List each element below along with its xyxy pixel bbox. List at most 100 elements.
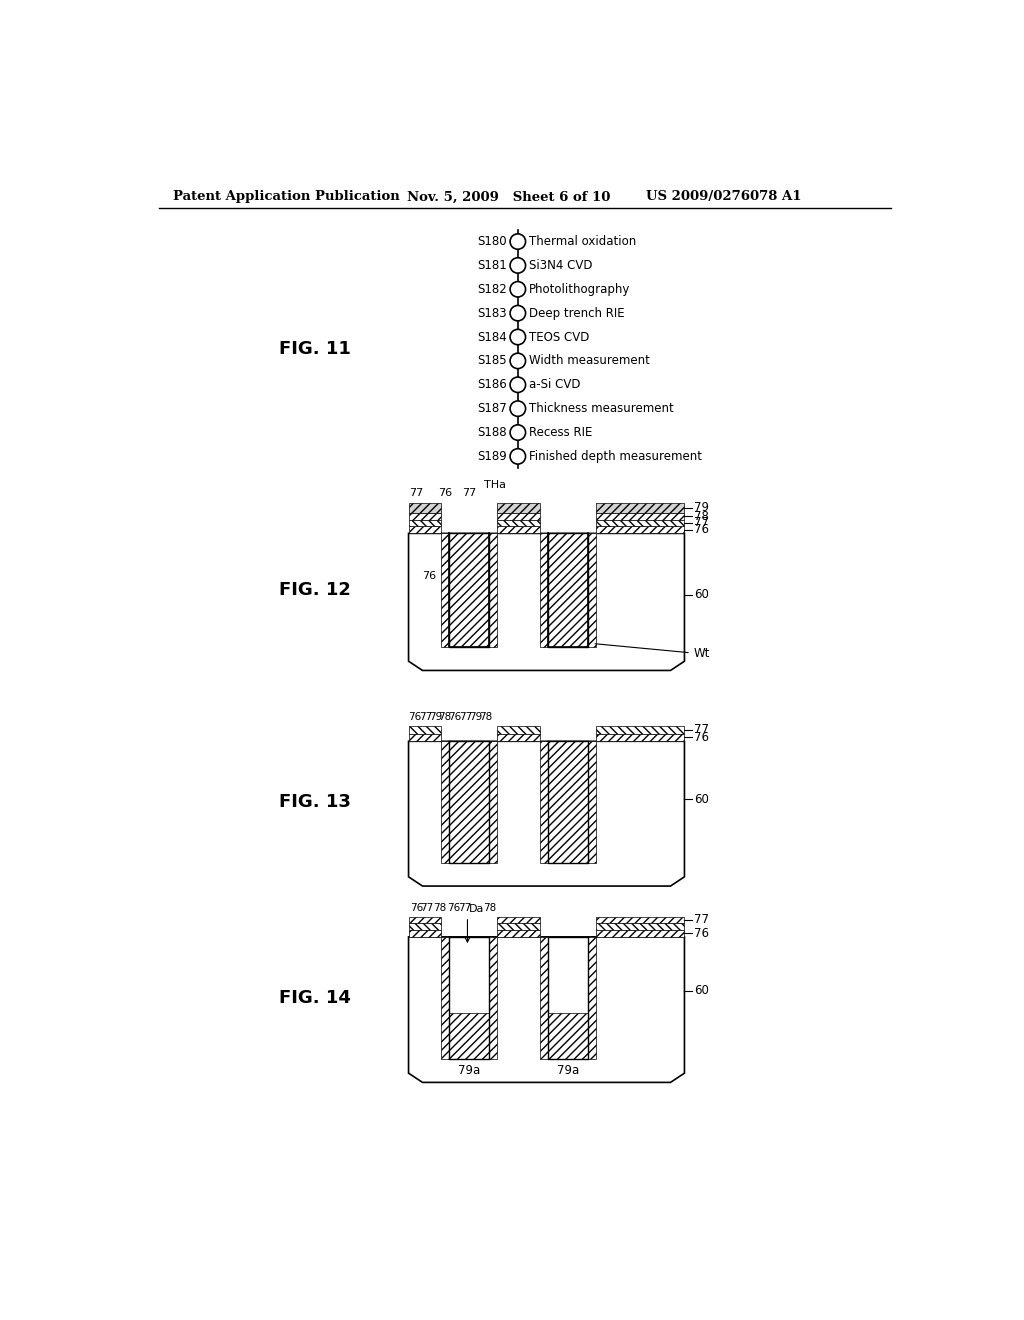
Text: 76: 76 [693, 927, 709, 940]
Bar [596, 917, 684, 923]
Bar [409, 513, 441, 520]
Bar [497, 527, 541, 533]
Bar [596, 923, 684, 929]
Circle shape [510, 449, 525, 465]
Text: Nov. 5, 2009   Sheet 6 of 10: Nov. 5, 2009 Sheet 6 of 10 [407, 190, 610, 203]
Bar [589, 742, 596, 863]
Text: 77: 77 [458, 903, 471, 913]
Text: Photolithography: Photolithography [528, 282, 630, 296]
Bar [497, 503, 541, 513]
Text: 79: 79 [469, 711, 482, 722]
Circle shape [510, 281, 525, 297]
Circle shape [510, 305, 525, 321]
Text: 79: 79 [693, 502, 709, 515]
Bar [548, 1014, 589, 1059]
Text: S188: S188 [477, 426, 507, 440]
Text: 60: 60 [693, 589, 709, 602]
Text: 76: 76 [449, 711, 462, 722]
Text: Da: Da [469, 904, 484, 913]
Circle shape [510, 257, 525, 273]
Bar [548, 742, 589, 863]
Text: 76: 76 [693, 731, 709, 744]
Text: S184: S184 [477, 330, 507, 343]
Bar [449, 533, 489, 647]
Bar [449, 533, 489, 647]
Text: S180: S180 [477, 235, 507, 248]
Text: 76: 76 [693, 523, 709, 536]
Bar [409, 917, 441, 923]
Text: 79a: 79a [458, 1064, 480, 1077]
Bar [548, 937, 589, 1059]
Text: 76: 76 [446, 903, 460, 913]
Text: 79a: 79a [557, 1064, 580, 1077]
Bar [497, 734, 541, 742]
Bar [541, 937, 548, 1059]
Polygon shape [409, 742, 684, 886]
Polygon shape [409, 533, 684, 671]
Bar [449, 937, 489, 1059]
Text: 79: 79 [429, 711, 442, 722]
Text: 77: 77 [460, 711, 472, 722]
Bar [449, 1014, 489, 1059]
Circle shape [510, 378, 525, 392]
Text: S189: S189 [477, 450, 507, 463]
Bar [441, 742, 449, 863]
Polygon shape [409, 937, 684, 1082]
Bar [409, 923, 441, 929]
Text: FIG. 14: FIG. 14 [280, 989, 351, 1007]
Bar [441, 533, 449, 647]
Bar [409, 520, 441, 527]
Bar [409, 929, 441, 937]
Bar [497, 513, 541, 520]
Bar [497, 520, 541, 527]
Bar [589, 937, 596, 1059]
Text: 76: 76 [438, 488, 452, 498]
Bar [548, 533, 589, 647]
Text: Recess RIE: Recess RIE [528, 426, 592, 440]
Bar [409, 527, 441, 533]
Bar [409, 726, 441, 734]
Bar [596, 734, 684, 742]
Text: FIG. 12: FIG. 12 [280, 581, 351, 599]
Text: 77: 77 [693, 723, 709, 737]
Text: S183: S183 [477, 306, 507, 319]
Bar [548, 742, 589, 863]
Text: 78: 78 [438, 711, 452, 722]
Text: Thermal oxidation: Thermal oxidation [528, 235, 636, 248]
Text: Finished depth measurement: Finished depth measurement [528, 450, 701, 463]
Bar [497, 917, 541, 923]
Text: 60: 60 [693, 985, 709, 998]
Text: S187: S187 [477, 403, 507, 416]
Text: 77: 77 [410, 488, 424, 498]
Bar [409, 734, 441, 742]
Text: 78: 78 [433, 903, 446, 913]
Text: 76: 76 [410, 903, 423, 913]
Bar [489, 533, 497, 647]
Bar [596, 503, 684, 513]
Text: Width measurement: Width measurement [528, 354, 649, 367]
Circle shape [510, 401, 525, 416]
Text: 78: 78 [693, 510, 709, 523]
Bar [596, 513, 684, 520]
Circle shape [510, 354, 525, 368]
Text: S182: S182 [477, 282, 507, 296]
Text: FIG. 13: FIG. 13 [280, 793, 351, 810]
Bar [441, 937, 449, 1059]
Text: Thickness measurement: Thickness measurement [528, 403, 674, 416]
Bar [548, 533, 589, 647]
Text: 77: 77 [419, 711, 432, 722]
Bar [497, 929, 541, 937]
Bar [589, 533, 596, 647]
Bar [497, 726, 541, 734]
Bar [449, 742, 489, 863]
Text: S181: S181 [477, 259, 507, 272]
Bar [596, 929, 684, 937]
Bar [489, 742, 497, 863]
Bar [409, 503, 441, 513]
Text: 77: 77 [693, 516, 709, 529]
Text: S186: S186 [477, 379, 507, 391]
Bar [541, 742, 548, 863]
Text: a-Si CVD: a-Si CVD [528, 379, 581, 391]
Text: 78: 78 [483, 903, 497, 913]
Text: 78: 78 [479, 711, 493, 722]
